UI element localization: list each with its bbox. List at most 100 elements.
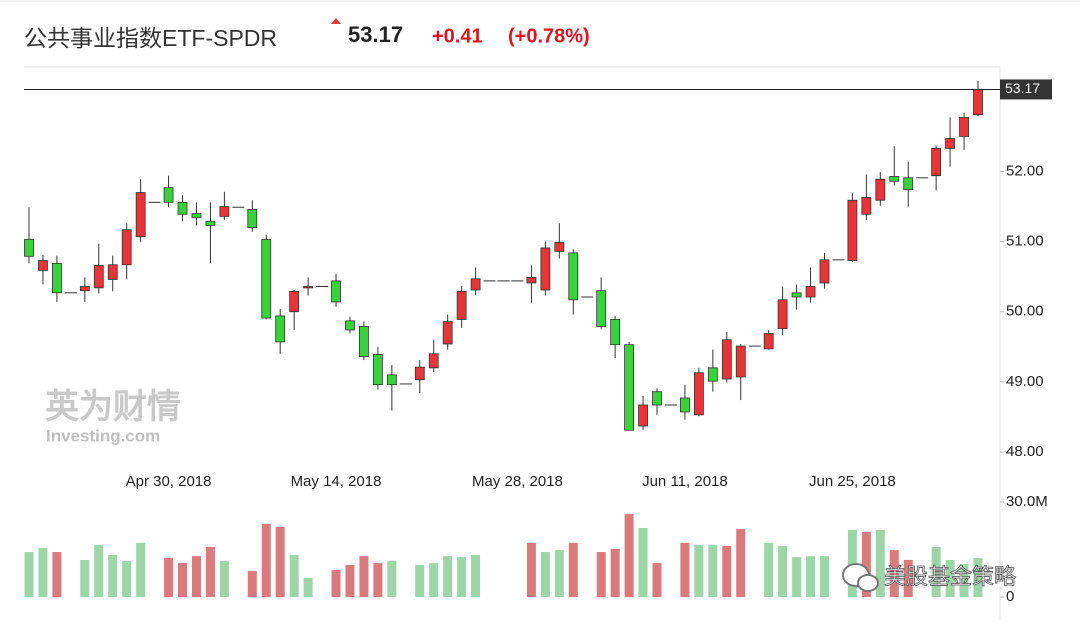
candle-body (261, 239, 272, 319)
volume-bar (443, 556, 453, 597)
volume-bar (178, 563, 188, 597)
candle-body (903, 177, 914, 191)
candle-body (680, 397, 690, 413)
volume-bar (429, 563, 439, 597)
candle-body (428, 353, 439, 369)
volume-bar (875, 529, 885, 597)
candle-body (38, 260, 48, 271)
candle-body (79, 286, 90, 292)
volume-bar (778, 546, 788, 597)
volume-bar (303, 578, 313, 597)
volume-bar (861, 532, 871, 597)
candle-body (861, 197, 872, 215)
candle-body (442, 321, 453, 345)
y-tick-label: 52.00 (1006, 162, 1044, 179)
y-tick-label: 50.00 (1006, 303, 1044, 320)
candle-body (24, 239, 34, 257)
candle-body (93, 265, 104, 289)
candle-body (875, 178, 886, 201)
x-tick-label: May 28, 2018 (472, 473, 563, 490)
volume-bar (247, 571, 257, 597)
volume-bar (931, 546, 941, 597)
candle-body (959, 117, 969, 137)
volume-bar (38, 547, 48, 597)
volume-bar (261, 523, 271, 597)
candle-body (973, 89, 983, 116)
candle-body (331, 280, 341, 303)
candle-body (359, 326, 369, 358)
volume-bar (652, 563, 662, 597)
y-tick-label: 48.00 (1006, 443, 1044, 460)
volume-bar (680, 542, 690, 597)
volume-bar (806, 556, 816, 597)
volume-bar (136, 542, 146, 597)
candle-body (693, 372, 704, 416)
candle-body (303, 286, 314, 289)
watermark-account: 美股基金策略 (884, 564, 1016, 589)
candle-body (707, 367, 718, 382)
volume-bar (708, 545, 718, 597)
last-price-tag (1000, 79, 1052, 100)
volume-bar (945, 559, 955, 597)
volume-bar (331, 570, 341, 597)
candle-body (568, 252, 579, 301)
volume-bar (722, 546, 732, 597)
volume-bar (526, 542, 536, 597)
volume-bar (694, 545, 704, 597)
y2-tick-label: 30.0M (1006, 493, 1048, 510)
volume-bar (973, 558, 983, 597)
volume-bar (638, 527, 648, 597)
volume-bar (764, 542, 774, 597)
volume-bar (24, 552, 34, 597)
candle-body (819, 259, 830, 284)
chart-title: 公共事业指数ETF-SPDR (24, 25, 277, 51)
volume-bar (457, 557, 467, 597)
volume-bar (736, 528, 746, 597)
volume-bar (289, 554, 299, 597)
candle-body (791, 292, 802, 298)
candle-body (777, 299, 788, 329)
volume-bar (959, 564, 969, 597)
candle-body (847, 199, 858, 261)
candle-body (456, 290, 467, 320)
volume-bar (219, 560, 229, 597)
volume-bar (373, 563, 383, 597)
x-tick-label: Jun 25, 2018 (809, 473, 896, 490)
candle-body (107, 264, 118, 280)
candle-body (735, 345, 746, 378)
candle-body (638, 404, 648, 427)
candle-body (889, 175, 900, 182)
candle-body (177, 201, 188, 215)
candle-body (386, 374, 397, 386)
candle-body (275, 315, 286, 343)
candle-body (163, 187, 174, 203)
x-tick-label: May 14, 2018 (291, 473, 382, 490)
candle-body (526, 276, 537, 284)
candle-body (470, 278, 481, 291)
volume-bar (164, 558, 174, 597)
volume-bar (359, 556, 369, 597)
candle-body (52, 262, 62, 294)
volume-bar (903, 559, 913, 597)
volume-bar (387, 560, 397, 597)
volume-bar (94, 545, 104, 597)
volume-bar (275, 527, 285, 597)
volume-bar (52, 552, 62, 597)
candle-body (945, 138, 955, 149)
volume-bar (471, 554, 481, 597)
volume-bar (568, 542, 578, 597)
header-price: 53.17 (348, 22, 403, 47)
volume-bar (540, 552, 550, 597)
volume-bar (624, 514, 634, 597)
candle-body (805, 286, 816, 298)
volume-bar (345, 565, 355, 597)
volume-bar (108, 554, 118, 597)
y-tick-label: 51.00 (1006, 233, 1044, 250)
volume-bar (80, 559, 90, 597)
candle-body (931, 147, 942, 177)
candle-body (121, 229, 132, 266)
header-change: +0.41 (432, 25, 483, 47)
candle-body (554, 241, 565, 252)
